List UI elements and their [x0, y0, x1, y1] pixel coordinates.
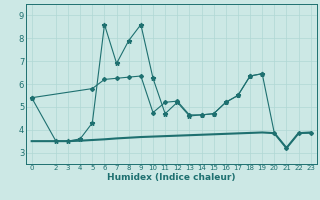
X-axis label: Humidex (Indice chaleur): Humidex (Indice chaleur): [107, 173, 236, 182]
